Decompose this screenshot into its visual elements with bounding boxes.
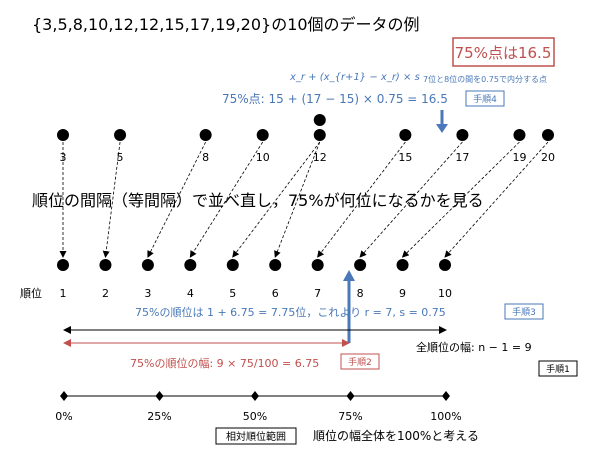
value-label: 10 xyxy=(256,151,270,164)
diagram-title: {3,5,8,10,12,12,15,17,19,20}の10個のデータの例 xyxy=(32,15,420,34)
value-label: 17 xyxy=(455,151,469,164)
percentile-calc: 75%点: 15 + (17 − 15) × 0.75 = 16.5 xyxy=(222,92,448,106)
rank-label: 4 xyxy=(187,287,194,300)
percent-tick xyxy=(155,391,164,401)
rank-point xyxy=(99,259,112,271)
data-point xyxy=(513,129,526,141)
middle-caption: 順位の間隔（等間隔）で並べ直し，75%が何位になるかを見る xyxy=(32,191,484,210)
interpolation-note: 7位と8位の間を0.75で内分する点 xyxy=(423,74,547,84)
rank-label: 7 xyxy=(314,287,321,300)
mapping-arrow xyxy=(401,141,520,258)
rank-point xyxy=(396,259,409,271)
step2-box xyxy=(340,353,380,370)
width75-text: 75%の順位の幅: 9 × 75/100 = 6.75 xyxy=(130,356,319,370)
general-formula: x_r + (x_{r+1} − x_r) × s xyxy=(289,72,420,83)
data-point xyxy=(313,129,326,141)
mapping-arrow xyxy=(102,141,121,258)
percent-label: 50% xyxy=(243,410,267,423)
mapping-arrow xyxy=(274,141,321,258)
rank-label: 9 xyxy=(399,287,406,300)
rank-point xyxy=(269,259,282,271)
total-width-text: 全順位の幅: n − 1 = 9 xyxy=(416,340,532,354)
value-label: 15 xyxy=(398,151,412,164)
data-point xyxy=(399,129,412,141)
data-point xyxy=(114,129,127,141)
rank-point xyxy=(311,259,324,271)
percent-tick xyxy=(251,391,259,401)
data-point xyxy=(256,129,269,141)
data-point xyxy=(456,129,469,141)
rank-775-arrow-head xyxy=(343,270,355,281)
rank-label: 1 xyxy=(60,287,67,300)
bottom-caption: 順位の幅全体を100%と考える xyxy=(313,428,479,443)
step1-label: 手順1 xyxy=(546,363,570,375)
percent-label: 100% xyxy=(430,410,461,423)
rank-label: 10 xyxy=(438,287,452,300)
step1-box xyxy=(538,360,578,377)
value-label: 20 xyxy=(541,151,555,164)
step3-box xyxy=(504,303,544,320)
percent-label: 75% xyxy=(338,410,362,423)
mapping-arrow xyxy=(232,141,321,258)
rank-label: 8 xyxy=(357,287,364,300)
percent-label: 25% xyxy=(147,410,171,423)
data-point xyxy=(57,129,69,141)
result-box xyxy=(452,37,555,67)
rank-label: 2 xyxy=(102,287,109,300)
mapping-arrow xyxy=(317,141,406,258)
rank-label: 6 xyxy=(272,287,279,300)
value-label: 12 xyxy=(313,151,327,164)
relative-rank-label: 相対順位範囲 xyxy=(226,430,286,443)
mapping-arrow xyxy=(189,141,264,258)
step3-label: 手順3 xyxy=(512,306,536,318)
rank-label: 5 xyxy=(229,287,236,300)
percent-label: 0% xyxy=(55,410,72,423)
rank-label: 3 xyxy=(144,287,151,300)
data-point xyxy=(313,114,326,126)
rank-point xyxy=(226,259,239,271)
result-text: 75%点は16.5 xyxy=(455,44,552,62)
mapping-arrow xyxy=(444,141,549,258)
relative-rank-box xyxy=(215,427,297,445)
rank-calc-text: 75%の順位は 1 + 6.75 = 7.75位，これより r = 7, s =… xyxy=(135,305,446,319)
percent-tick xyxy=(346,391,355,401)
mapping-arrow xyxy=(359,141,463,258)
percent-tick xyxy=(60,391,68,401)
rank-point xyxy=(439,259,451,271)
step4-box xyxy=(465,90,505,107)
rank-axis-label: 順位 xyxy=(20,286,42,300)
step2-label: 手順2 xyxy=(348,356,372,368)
mapping-arrow xyxy=(147,141,207,258)
percentile-pointer-head xyxy=(436,124,448,133)
value-label: 5 xyxy=(117,151,124,164)
rank-point xyxy=(184,259,197,271)
step4-label: 手順4 xyxy=(473,93,497,105)
value-label: 19 xyxy=(512,151,526,164)
data-point xyxy=(199,129,212,141)
value-label: 8 xyxy=(202,151,209,164)
rank-point xyxy=(57,259,69,271)
rank-point xyxy=(354,259,367,271)
percent-tick xyxy=(442,391,450,401)
data-point xyxy=(542,129,554,141)
rank-point xyxy=(141,259,154,271)
